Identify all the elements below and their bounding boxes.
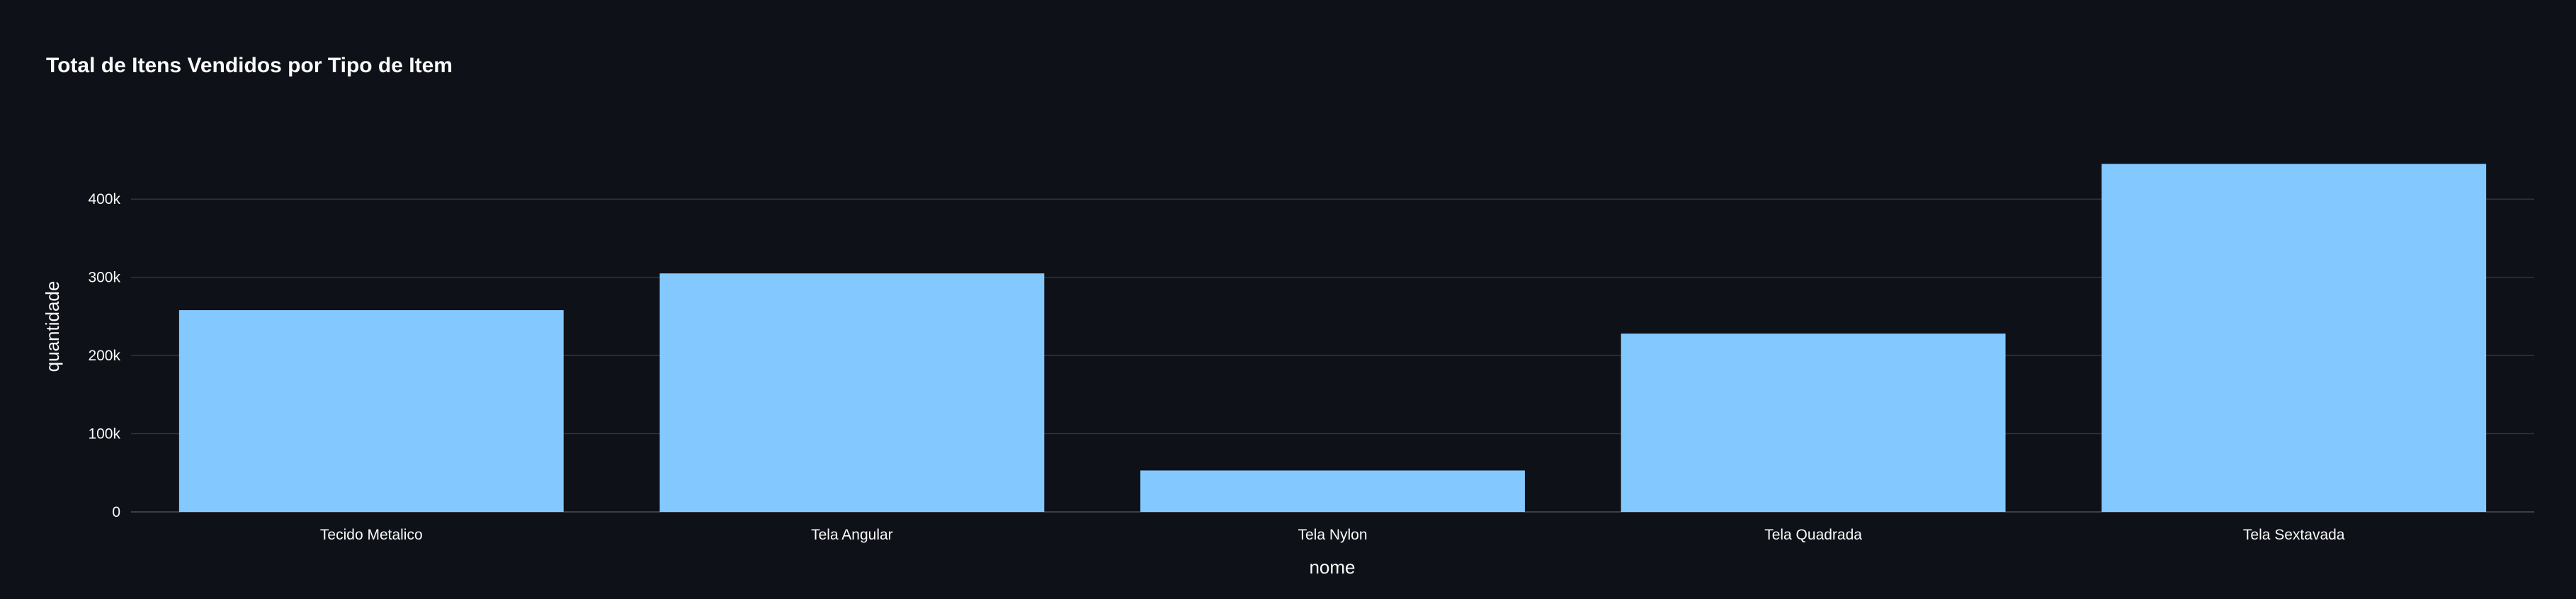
y-tick-label: 200k [88,348,120,364]
y-tick-label: 100k [88,426,120,443]
x-tick-label: Tela Angular [811,527,893,543]
bar[interactable] [1140,470,1525,512]
bars [178,164,2487,512]
x-tick-label: Tela Sextavada [2243,527,2345,543]
y-tick-label: 400k [88,191,120,207]
y-axis-ticks: 0 100k 200k 300k 400k [88,191,120,520]
y-tick-label: 300k [88,270,120,286]
x-tick-label: Tela Nylon [1298,527,1367,543]
bar[interactable] [2101,164,2487,512]
x-tick-label: Tela Quadrada [1764,527,1862,543]
x-tick-label: Tecido Metalico [320,527,423,543]
bar[interactable] [1621,333,2006,512]
chart-title: Total de Itens Vendidos por Tipo de Item [46,54,453,77]
x-axis-ticks: Tecido Metalico Tela Angular Tela Nylon Tel… [320,527,2345,543]
x-axis-title: nome [1309,557,1355,578]
bar[interactable] [659,273,1045,512]
y-axis-title: quantidade [42,281,63,372]
y-tick-label: 0 [112,504,120,520]
bar[interactable] [178,310,564,512]
